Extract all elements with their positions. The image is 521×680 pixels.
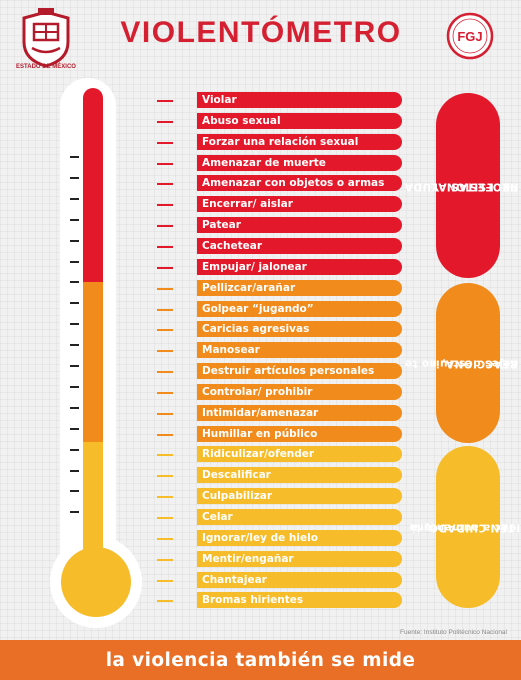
zone-red-pill: [436, 93, 500, 278]
zone-yellow-pill: [436, 446, 500, 608]
zone-yellow-line2: violencia aumentará: [410, 521, 521, 534]
thermometer-yellow-section: [83, 442, 103, 552]
connector-dash: [157, 121, 173, 123]
fgj-logo: FGJ: [446, 12, 494, 60]
connector-dash: [157, 267, 173, 269]
scale-tick: [70, 344, 79, 346]
connector-dash: [157, 100, 173, 102]
connector-dash: [157, 454, 173, 456]
scale-tick: [70, 156, 79, 158]
fgj-seal-icon: FGJ: [446, 12, 494, 60]
connector-dash: [157, 580, 173, 582]
violence-item-red: Abuso sexual: [197, 113, 402, 129]
violence-item-orange: Caricias agresivas: [197, 321, 402, 337]
page-title: VIOLENTÓMETRO: [120, 16, 402, 49]
connector-dash: [157, 309, 173, 311]
violence-item-red: Violar: [197, 92, 402, 108]
violence-item-red: Cachetear: [197, 238, 402, 254]
zone-red-line2: PROFESIONAL: [430, 180, 519, 192]
connector-dash: [157, 496, 173, 498]
violence-item-yellow: Chantajear: [197, 572, 402, 588]
connector-dash: [157, 163, 173, 165]
source-note: Fuente: Instituto Politécnico Nacional: [400, 629, 507, 636]
connector-dash: [157, 371, 173, 373]
estado-de-mexico-label: ESTADO DE MÉXICO: [16, 64, 76, 70]
connector-dash: [157, 246, 173, 248]
zone-orange-line2: dejes destruir: [430, 357, 519, 370]
violence-item-orange: Pellizcar/arañar: [197, 280, 402, 296]
violence-item-yellow: Mentir/engañar: [197, 551, 402, 567]
scale-tick: [70, 240, 79, 242]
connector-dash: [157, 475, 173, 477]
violence-item-red: Empujar/ jalonear: [197, 259, 402, 275]
thermometer: [50, 78, 142, 628]
violence-item-yellow: Ignorar/ley de hielo: [197, 530, 402, 546]
connector-dash: [157, 413, 173, 415]
scale-tick: [70, 490, 79, 492]
fgj-logo-text: FGJ: [457, 29, 482, 44]
connector-dash: [157, 204, 173, 206]
violence-item-red: Encerrar/ aislar: [197, 196, 402, 212]
zone-orange-label: REACCIONA, no te dejes destruir: [405, 283, 519, 443]
violence-item-orange: Golpear “jugando”: [197, 301, 402, 317]
connector-dash: [157, 183, 173, 185]
scale-tick: [70, 177, 79, 179]
violence-item-yellow: Celar: [197, 509, 402, 525]
scale-tick: [70, 470, 79, 472]
connector-dash: [157, 559, 173, 561]
scale-tick: [70, 281, 79, 283]
thermometer-orange-section: [83, 282, 103, 442]
violence-item-orange: Destruir artículos personales: [197, 363, 402, 379]
scale-tick: [70, 323, 79, 325]
connector-dash: [157, 142, 173, 144]
violence-item-yellow: Bromas hirientes: [197, 592, 402, 608]
footer-slogan: la violencia también se mide: [105, 649, 416, 671]
violence-item-orange: Controlar/ prohibir: [197, 384, 402, 400]
connector-dash: [157, 392, 173, 394]
scale-tick: [70, 407, 79, 409]
scale-tick: [70, 428, 79, 430]
violence-item-orange: Manosear: [197, 342, 402, 358]
scale-tick: [70, 302, 79, 304]
connector-dash: [157, 329, 173, 331]
violence-item-red: Amenazar con objetos o armas: [197, 175, 402, 191]
scale-tick: [70, 261, 79, 263]
scale-tick: [70, 386, 79, 388]
thermometer-bulb: [61, 547, 131, 617]
violence-item-red: Forzar una relación sexual: [197, 134, 402, 150]
violence-item-yellow: Descalificar: [197, 467, 402, 483]
violence-item-yellow: Culpabilizar: [197, 488, 402, 504]
scale-tick: [70, 449, 79, 451]
connector-dash: [157, 434, 173, 436]
footer-banner: la violencia también se mide: [0, 640, 521, 680]
connector-dash: [157, 600, 173, 602]
connector-dash: [157, 350, 173, 352]
connector-dash: [157, 288, 173, 290]
connector-dash: [157, 517, 173, 519]
zone-red-label: NECESITAS AYUDA PROFESIONAL: [404, 93, 518, 278]
zone-orange-pill: [436, 283, 500, 443]
violence-item-red: Patear: [197, 217, 402, 233]
violence-item-red: Amenazar de muerte: [197, 155, 402, 171]
connector-dash: [157, 538, 173, 540]
scale-tick: [70, 198, 79, 200]
estado-de-mexico-emblem-icon: [22, 8, 70, 68]
violence-item-orange: Humillar en público: [197, 426, 402, 442]
violence-item-yellow: Ridiculizar/ofender: [197, 446, 402, 462]
scale-tick: [70, 511, 79, 513]
violence-item-orange: Intimidar/amenazar: [197, 405, 402, 421]
scale-tick: [70, 365, 79, 367]
thermometer-red-section: [83, 100, 103, 282]
connector-dash: [157, 225, 173, 227]
scale-tick: [70, 219, 79, 221]
